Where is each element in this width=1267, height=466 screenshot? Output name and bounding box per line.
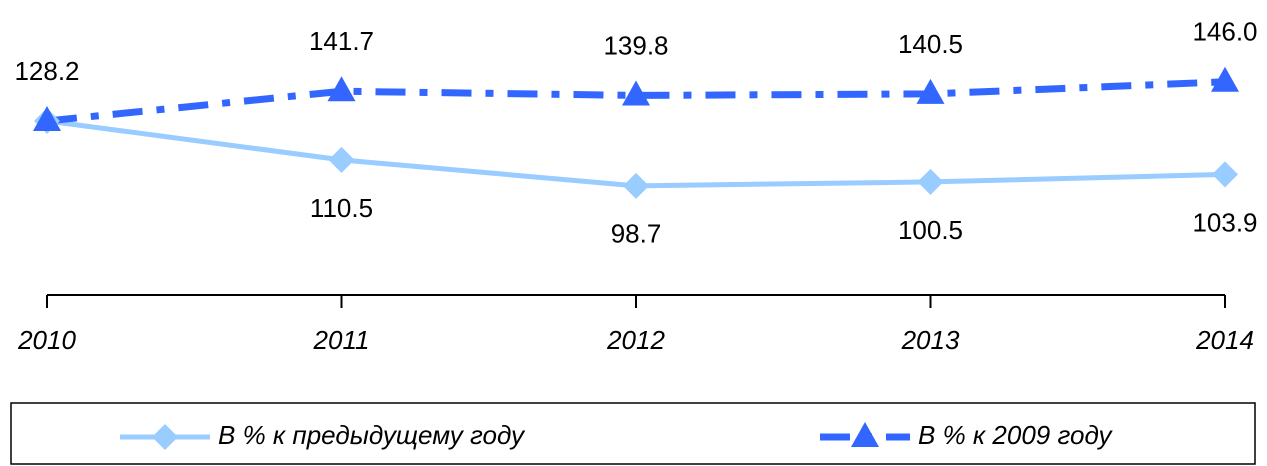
data-label: 98.7 [611, 219, 662, 249]
marker [328, 146, 355, 173]
x-tick-label: 2011 [313, 325, 370, 355]
x-tick-label: 2013 [901, 325, 960, 355]
data-label: 128.2 [14, 56, 79, 86]
data-label: 100.5 [898, 215, 963, 245]
marker [851, 422, 879, 447]
marker [1211, 66, 1239, 92]
legend-label: В % к 2009 году [918, 420, 1114, 450]
data-label: 140.5 [898, 29, 963, 59]
x-tick-label: 2010 [17, 325, 76, 355]
marker [622, 80, 650, 106]
marker [623, 172, 649, 199]
data-label: 103.9 [1192, 207, 1257, 237]
marker [1212, 161, 1238, 188]
x-tick-label: 2012 [606, 325, 665, 355]
marker [33, 105, 61, 131]
marker [916, 78, 945, 104]
data-label: 139.8 [603, 30, 668, 60]
data-label: 141.7 [309, 26, 374, 56]
data-label: 110.5 [310, 193, 373, 223]
legend-label: В % к предыдущему году [218, 420, 526, 450]
x-tick-label: 2014 [1195, 325, 1254, 355]
marker [152, 424, 178, 450]
marker [917, 168, 944, 195]
legend-box [10, 402, 1256, 465]
marker [327, 76, 356, 102]
data-label: 146.0 [1192, 17, 1257, 47]
